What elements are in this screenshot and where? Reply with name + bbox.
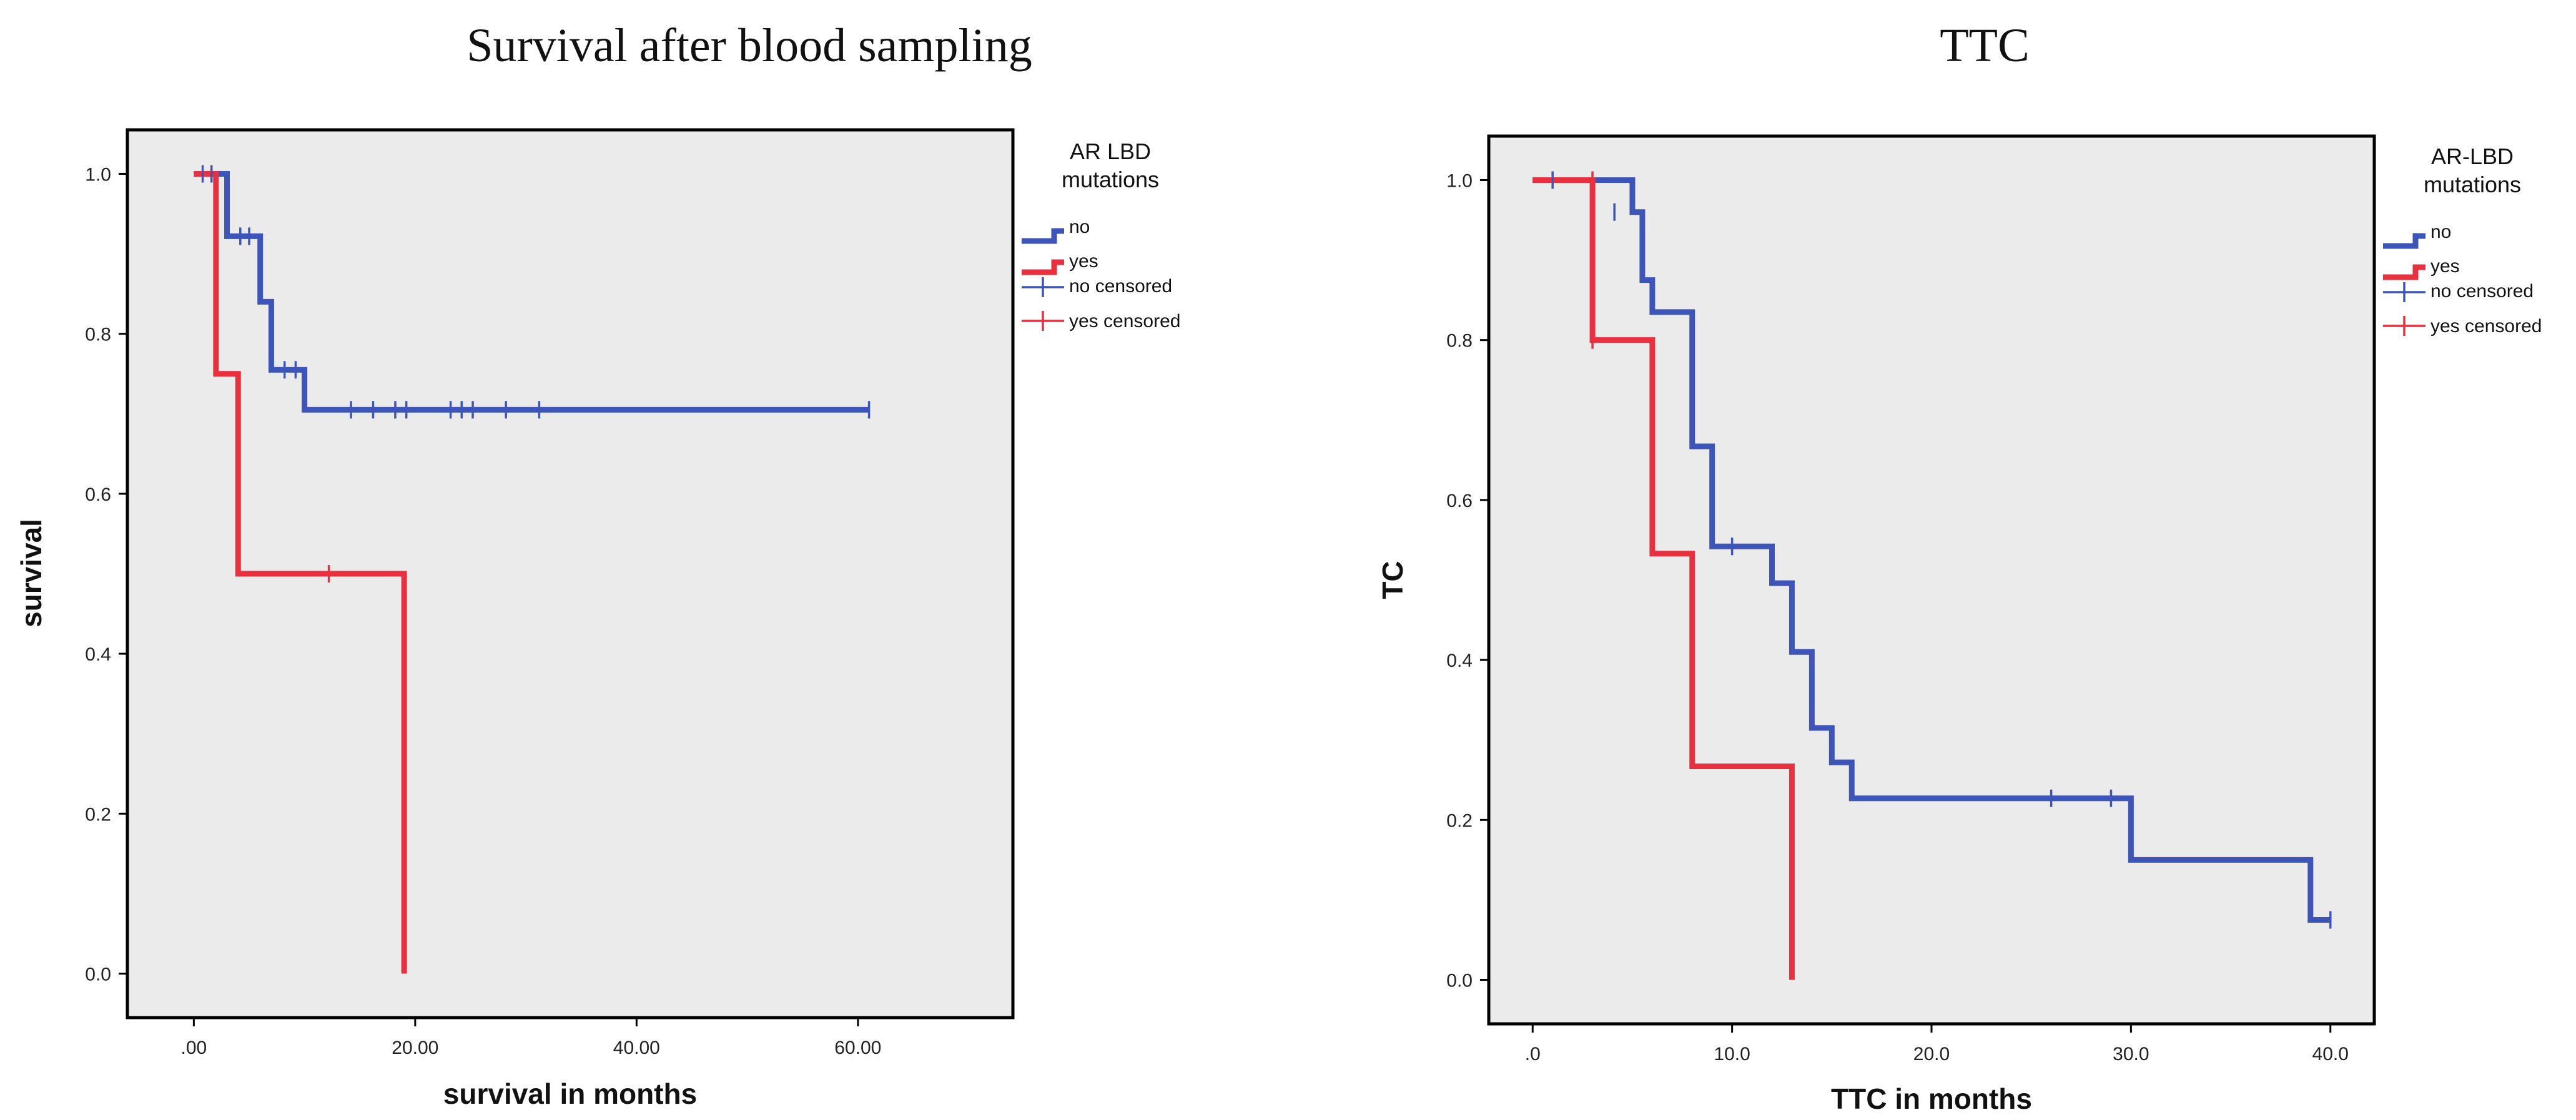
chart-2-y-tick-label: 0.6 bbox=[1446, 491, 1473, 511]
chart-2-x-tick-label: .0 bbox=[1525, 1044, 1541, 1064]
chart-1-legend-label-yes-censored: yes censored bbox=[1069, 311, 1180, 332]
chart-1-legend-label-no: no bbox=[1069, 217, 1090, 237]
chart-2-legend-key-yes-line bbox=[2383, 264, 2425, 280]
chart-2-x-axis-label: TTC in months bbox=[1831, 1083, 2032, 1115]
chart-1-marks: .00 20.00 40.00 60.00 0.0 0.2 0.4 0.6 0.8 1.0 bbox=[85, 164, 881, 1058]
chart-1-x-tick-label: 20.00 bbox=[392, 1038, 438, 1058]
chart-1-title: Survival after blood sampling bbox=[466, 19, 1032, 72]
chart-1-series-no-line bbox=[194, 170, 869, 413]
chart-1-y-tick-label: 0.4 bbox=[85, 644, 111, 665]
chart-2-legend-label-yes: yes bbox=[2430, 256, 2460, 277]
chart-1-y-tick-label: 1.0 bbox=[85, 164, 111, 185]
chart-2-title: TTC bbox=[1940, 19, 2030, 72]
chart-1-x-tick-label: .00 bbox=[180, 1038, 207, 1058]
chart-2-legend: AR-LBD mutations no yes no censored yes … bbox=[2383, 144, 2542, 336]
chart-1-legend-key-no-line bbox=[1022, 228, 1064, 244]
chart-2-legend-label-no: no bbox=[2430, 222, 2451, 242]
chart-1-x-tick-label: 40.00 bbox=[613, 1038, 660, 1058]
chart-2-series-no-line bbox=[1532, 177, 2331, 923]
chart-2-series-yes-line bbox=[1532, 177, 1795, 980]
chart-2-legend-title-line-2: mutations bbox=[2424, 172, 2521, 197]
chart-2-legend-label-no-censored: no censored bbox=[2430, 281, 2534, 302]
chart-2-y-tick-label: 1.0 bbox=[1446, 170, 1473, 191]
chart-1-y-axis-label: survival bbox=[15, 519, 47, 627]
chart-1-x-axis-label: survival in months bbox=[443, 1078, 697, 1110]
chart-1-legend-label-yes: yes bbox=[1069, 251, 1098, 272]
chart-1-legend-title-line-1: AR LBD bbox=[1070, 139, 1151, 164]
chart-2-x-tick-label: 10.0 bbox=[1714, 1044, 1750, 1064]
chart-2-y-tick-label: 0.4 bbox=[1446, 651, 1473, 671]
chart-1-legend-label-no-censored: no censored bbox=[1069, 276, 1172, 297]
chart-1-legend-key-yes-line bbox=[1022, 259, 1064, 275]
chart-2-legend-title-line-1: AR-LBD bbox=[2431, 144, 2514, 169]
chart-2-x-tick-label: 20.0 bbox=[1913, 1044, 1950, 1064]
chart-ttc: TTC .0 10.0 20.0 30.0 40.0 0.0 0.2 0.4 0.6 0.8 1.0… bbox=[1376, 19, 2542, 1115]
chart-2-legend-keys bbox=[2383, 233, 2425, 336]
chart-2-legend-key-no-line bbox=[2383, 233, 2425, 249]
chart-1-y-tick-label: 0.0 bbox=[85, 965, 111, 985]
chart-2-y-axis-label: TC bbox=[1376, 561, 1409, 599]
chart-1-series-yes-line bbox=[194, 170, 407, 974]
chart-1-y-tick-label: 0.8 bbox=[85, 325, 111, 345]
chart-1-y-tick-label: 0.6 bbox=[85, 484, 111, 505]
chart-2-y-tick-label: 0.8 bbox=[1446, 331, 1473, 351]
chart-1-legend: AR LBD mutations no yes no censored yes … bbox=[1022, 139, 1180, 332]
chart-2-marks: .0 10.0 20.0 30.0 40.0 0.0 0.2 0.4 0.6 0.8 1.0 bbox=[1446, 170, 2349, 1064]
chart-2-x-tick-label: 40.0 bbox=[2312, 1044, 2349, 1064]
chart-2-y-tick-label: 0.0 bbox=[1446, 971, 1473, 991]
chart-2-plot-area bbox=[1487, 134, 2376, 1026]
chart-1-legend-title-line-2: mutations bbox=[1062, 167, 1159, 192]
chart-2-y-tick-label: 0.2 bbox=[1446, 810, 1473, 831]
chart-2-x-tick-label: 30.0 bbox=[2113, 1044, 2149, 1064]
chart-1-x-tick-label: 60.00 bbox=[834, 1038, 881, 1058]
chart-1-y-tick-label: 0.2 bbox=[85, 804, 111, 825]
chart-1-legend-keys bbox=[1022, 228, 1064, 331]
chart-survival: Survival after blood sampling .00 20.00 40… bbox=[15, 19, 1180, 1110]
chart-2-legend-label-yes-censored: yes censored bbox=[2430, 316, 2542, 336]
